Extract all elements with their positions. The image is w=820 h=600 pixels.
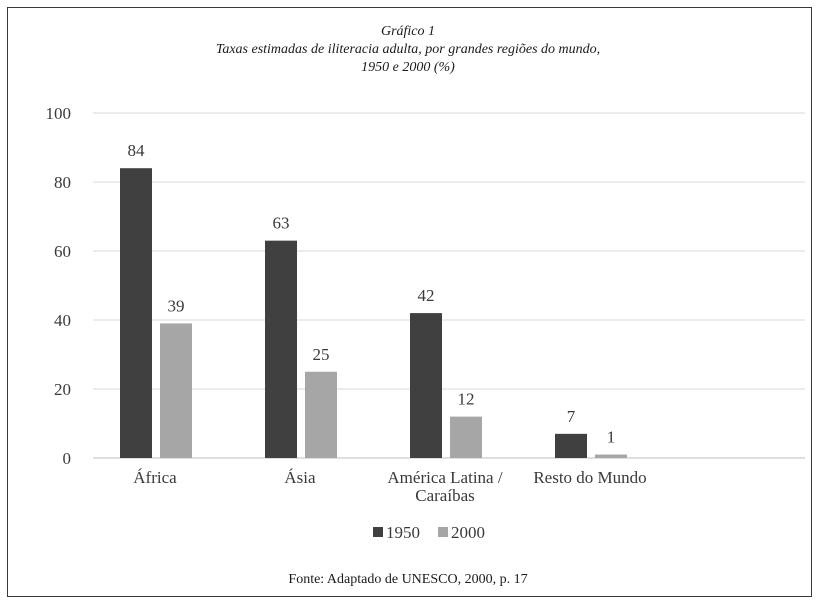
- y-axis: 0 20 40 60 80 100: [46, 104, 72, 468]
- data-label: 42: [418, 286, 435, 305]
- x-category-label: Ásia: [284, 468, 316, 487]
- y-tick-label: 20: [54, 380, 71, 399]
- gridlines: [93, 112, 805, 459]
- x-category-label: Resto do Mundo: [533, 468, 646, 487]
- bar-1950: [265, 240, 297, 458]
- y-tick-label: 100: [46, 104, 72, 123]
- legend-label: 1950: [386, 523, 420, 542]
- chart-title: Gráfico 1 Taxas estimadas de iliteracia a…: [216, 24, 600, 75]
- data-label: 1: [607, 428, 616, 447]
- data-label: 25: [313, 345, 330, 364]
- bar-1950: [120, 168, 152, 458]
- chart-frame: Gráfico 1 Taxas estimadas de iliteracia a…: [7, 7, 812, 597]
- data-label: 39: [168, 296, 185, 315]
- y-tick-label: 80: [54, 173, 71, 192]
- bar-1950: [555, 433, 587, 458]
- data-label: 7: [567, 407, 576, 426]
- data-label: 63: [273, 214, 290, 233]
- bar-2000: [595, 454, 627, 458]
- bar-2000: [305, 371, 337, 458]
- data-label: 12: [458, 390, 475, 409]
- x-category-label: América Latina /: [387, 468, 502, 487]
- bar-2000: [160, 323, 192, 458]
- chart-title-line: Gráfico 1: [381, 24, 435, 39]
- y-tick-label: 0: [63, 449, 72, 468]
- data-labels: 84 39 63 25 42 12 7 1: [128, 141, 616, 446]
- legend-swatch-1950: [373, 527, 383, 537]
- x-category-label: Caraíbas: [415, 486, 474, 505]
- y-tick-label: 40: [54, 311, 71, 330]
- x-category-label: África: [133, 468, 177, 487]
- x-axis: África Ásia América Latina /Caraíbas Resto …: [133, 468, 646, 505]
- bar-chart: Gráfico 1 Taxas estimadas de iliteracia a…: [46, 24, 805, 587]
- bar-1950: [410, 313, 442, 458]
- bar-2000: [450, 416, 482, 458]
- legend-swatch-2000: [438, 527, 448, 537]
- y-tick-label: 60: [54, 242, 71, 261]
- source-note: Fonte: Adaptado de UNESCO, 2000, p. 17: [288, 572, 527, 587]
- chart-title-line: 1950 e 2000 (%): [361, 60, 455, 75]
- legend-label: 2000: [451, 523, 485, 542]
- bars: [120, 168, 627, 458]
- legend: 1950 2000: [373, 523, 485, 542]
- chart-title-line: Taxas estimadas de iliteracia adulta, po…: [216, 42, 600, 57]
- data-label: 84: [128, 141, 146, 160]
